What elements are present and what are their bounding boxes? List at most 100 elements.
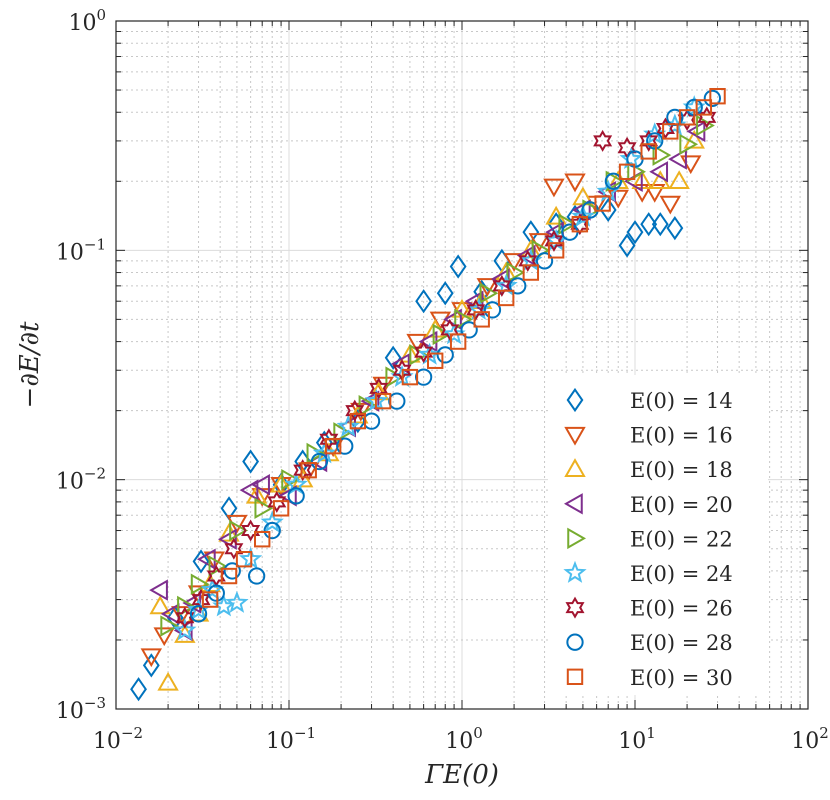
data-point (640, 143, 657, 160)
x-tick-label: 100 (445, 724, 483, 754)
data-point (599, 197, 617, 223)
data-point (223, 562, 241, 580)
data-point (709, 87, 726, 105)
data-point (414, 368, 433, 386)
x-tick-label: 10−1 (266, 724, 316, 754)
data-point (336, 437, 354, 455)
legend-label: E(0) = 22 (630, 527, 733, 551)
data-point (401, 368, 419, 386)
data-point (543, 178, 565, 198)
data-point (571, 204, 595, 227)
data-point (646, 132, 664, 150)
legend-label: E(0) = 24 (630, 562, 733, 586)
data-point (695, 99, 713, 116)
legend-item: E(0) = 20 (563, 493, 733, 517)
legend-marker (565, 596, 585, 619)
data-point (436, 281, 454, 306)
data-point (349, 412, 367, 430)
series-square (201, 87, 726, 608)
data-point (668, 148, 687, 170)
data-point (319, 428, 339, 451)
data-point (247, 567, 266, 585)
legend-item: E(0) = 14 (566, 387, 733, 413)
data-point (678, 109, 696, 126)
data-point (509, 277, 527, 295)
data-point (662, 123, 679, 140)
data-point (414, 341, 434, 364)
data-point (149, 595, 171, 615)
legend-item: E(0) = 26 (565, 596, 733, 621)
data-point (564, 173, 586, 193)
legend-label: E(0) = 28 (630, 631, 733, 655)
data-point (254, 497, 274, 520)
legend-label: E(0) = 16 (630, 424, 733, 448)
data-point (651, 212, 669, 237)
data-point (449, 333, 467, 350)
data-point (436, 346, 454, 364)
data-point (440, 318, 460, 341)
grid (116, 21, 808, 709)
data-point (495, 261, 517, 281)
data-point (336, 414, 360, 437)
data-point (175, 606, 195, 629)
data-point (324, 437, 342, 455)
legend-marker (563, 493, 583, 515)
data-point (190, 573, 210, 595)
legend-item: E(0) = 22 (567, 527, 733, 551)
data-point (640, 212, 658, 237)
data-point (189, 605, 208, 623)
legend-label: E(0) = 30 (630, 666, 733, 690)
data-point (241, 519, 261, 542)
data-point (310, 452, 329, 471)
data-point (492, 274, 512, 297)
data-point (558, 213, 578, 235)
data-point (604, 172, 623, 190)
data-point (153, 627, 175, 647)
data-point (312, 441, 336, 464)
y-tick-label: 10−2 (56, 465, 106, 495)
data-point (659, 195, 682, 215)
data-point (544, 229, 564, 252)
data-point (270, 473, 292, 493)
data-point (245, 484, 268, 504)
data-point (157, 671, 179, 691)
data-point (466, 298, 486, 321)
data-point (506, 261, 526, 284)
data-points (130, 87, 726, 702)
data-point (142, 653, 160, 678)
data-point (415, 289, 433, 314)
data-point (626, 220, 644, 245)
data-point (160, 615, 180, 637)
data-point (263, 521, 281, 540)
data-point (418, 342, 442, 365)
legend-label: E(0) = 14 (630, 389, 733, 413)
x-axis-label: ΓE(0) (424, 760, 499, 790)
data-point (293, 459, 313, 482)
legend-marker (566, 387, 584, 413)
data-point (369, 377, 389, 400)
data-point (593, 129, 613, 152)
data-point (451, 298, 473, 318)
data-point (267, 490, 287, 513)
data-point (619, 146, 643, 169)
data-point (173, 618, 197, 641)
tick-marks (115, 20, 809, 710)
data-point (449, 254, 467, 279)
data-point (374, 392, 392, 410)
legend-item: E(0) = 16 (564, 424, 733, 448)
data-point (388, 392, 406, 410)
data-point (140, 648, 163, 668)
data-point (149, 579, 168, 601)
legend-item: E(0) = 30 (566, 666, 733, 690)
x-tick-label: 102 (791, 724, 829, 754)
data-point (272, 500, 290, 517)
data-point (443, 308, 462, 331)
data-point (547, 242, 565, 259)
data-point (362, 412, 381, 430)
data-point (668, 170, 690, 190)
data-point (254, 531, 271, 548)
data-point (130, 677, 147, 702)
data-point (300, 461, 317, 479)
data-point (503, 253, 525, 272)
